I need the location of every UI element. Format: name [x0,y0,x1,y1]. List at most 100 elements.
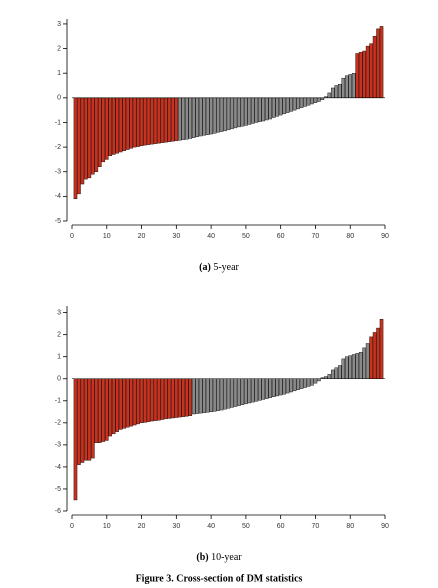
bar [327,92,332,99]
bar [372,36,377,99]
subcaption-title: 10-year [211,552,242,563]
x-tick-label: 80 [346,523,354,530]
bar [216,97,220,133]
bar [244,378,248,405]
bar [254,97,259,123]
bar [233,378,238,407]
bar [247,97,252,125]
bar [219,97,224,132]
bar [362,50,366,99]
bar [73,378,78,501]
bar [258,378,262,401]
y-tick-label: 1 [57,354,61,361]
bar [188,97,193,139]
bar [226,378,231,409]
bar [247,378,252,404]
bar [129,97,133,149]
subcaption-label: (a) [199,262,211,273]
bar [251,97,255,124]
bar [324,376,328,379]
bar [125,378,130,428]
bar [160,97,165,143]
bar [191,378,196,415]
bar [195,97,199,137]
bar [306,97,311,106]
bar [271,97,276,118]
bar [146,97,151,145]
bar [334,85,339,99]
y-tick-label: -6 [55,508,61,515]
bar [122,378,126,429]
bar [150,97,154,145]
x-tick-label: 0 [70,523,74,530]
bar [87,97,92,179]
x-tick-label: 60 [277,233,285,240]
bar [195,378,199,414]
bar [344,75,349,99]
bar [230,97,234,130]
y-tick-label: -5 [55,486,61,493]
bar [191,97,196,138]
bar [212,378,217,412]
bar [289,378,293,393]
bar [146,378,151,422]
bar [362,347,366,379]
x-tick-label: 70 [312,523,320,530]
bar [355,353,359,379]
bar [125,97,130,150]
bar [178,378,182,418]
bar [164,378,168,420]
bar [153,97,158,144]
bar [306,378,311,387]
bar [136,97,140,147]
bar [108,378,113,437]
y-tick-label: -3 [55,442,61,449]
bar [118,378,123,430]
x-tick-label: 20 [138,233,146,240]
bar [101,378,106,442]
bar [264,378,269,399]
x-tick-label: 30 [172,523,180,530]
bar [132,97,137,148]
y-tick-label: -4 [55,464,61,471]
x-tick-label: 40 [207,523,215,530]
bar [331,369,335,379]
bar [198,97,203,137]
bar [157,378,161,421]
bar [223,378,227,410]
bar [285,97,290,113]
figure-caption: Figure 3. Cross-section of DM statistics [136,573,303,584]
subcaption-title: 5-year [213,262,239,273]
bar [251,378,255,403]
bar [278,378,283,396]
x-tick-label: 30 [172,233,180,240]
y-tick-label: 2 [57,331,61,338]
x-tick-label: 80 [346,233,354,240]
x-tick-label: 50 [242,523,250,530]
bar [292,97,297,111]
bar [369,336,373,379]
bar [94,97,99,172]
bar [181,97,186,140]
bar [338,84,342,99]
bar [80,378,85,463]
bar [369,43,373,99]
bar [91,378,95,459]
bar [94,378,99,443]
bar [289,97,293,112]
bar [351,354,356,379]
bar [178,97,182,141]
bar [233,97,238,129]
bar [185,97,189,140]
bar [268,97,272,120]
bar [167,97,172,142]
bar [202,378,206,413]
bar [254,378,259,402]
bar [230,378,234,408]
bar [129,378,133,427]
bar [376,327,380,379]
bar [261,378,266,400]
bar [181,378,186,417]
